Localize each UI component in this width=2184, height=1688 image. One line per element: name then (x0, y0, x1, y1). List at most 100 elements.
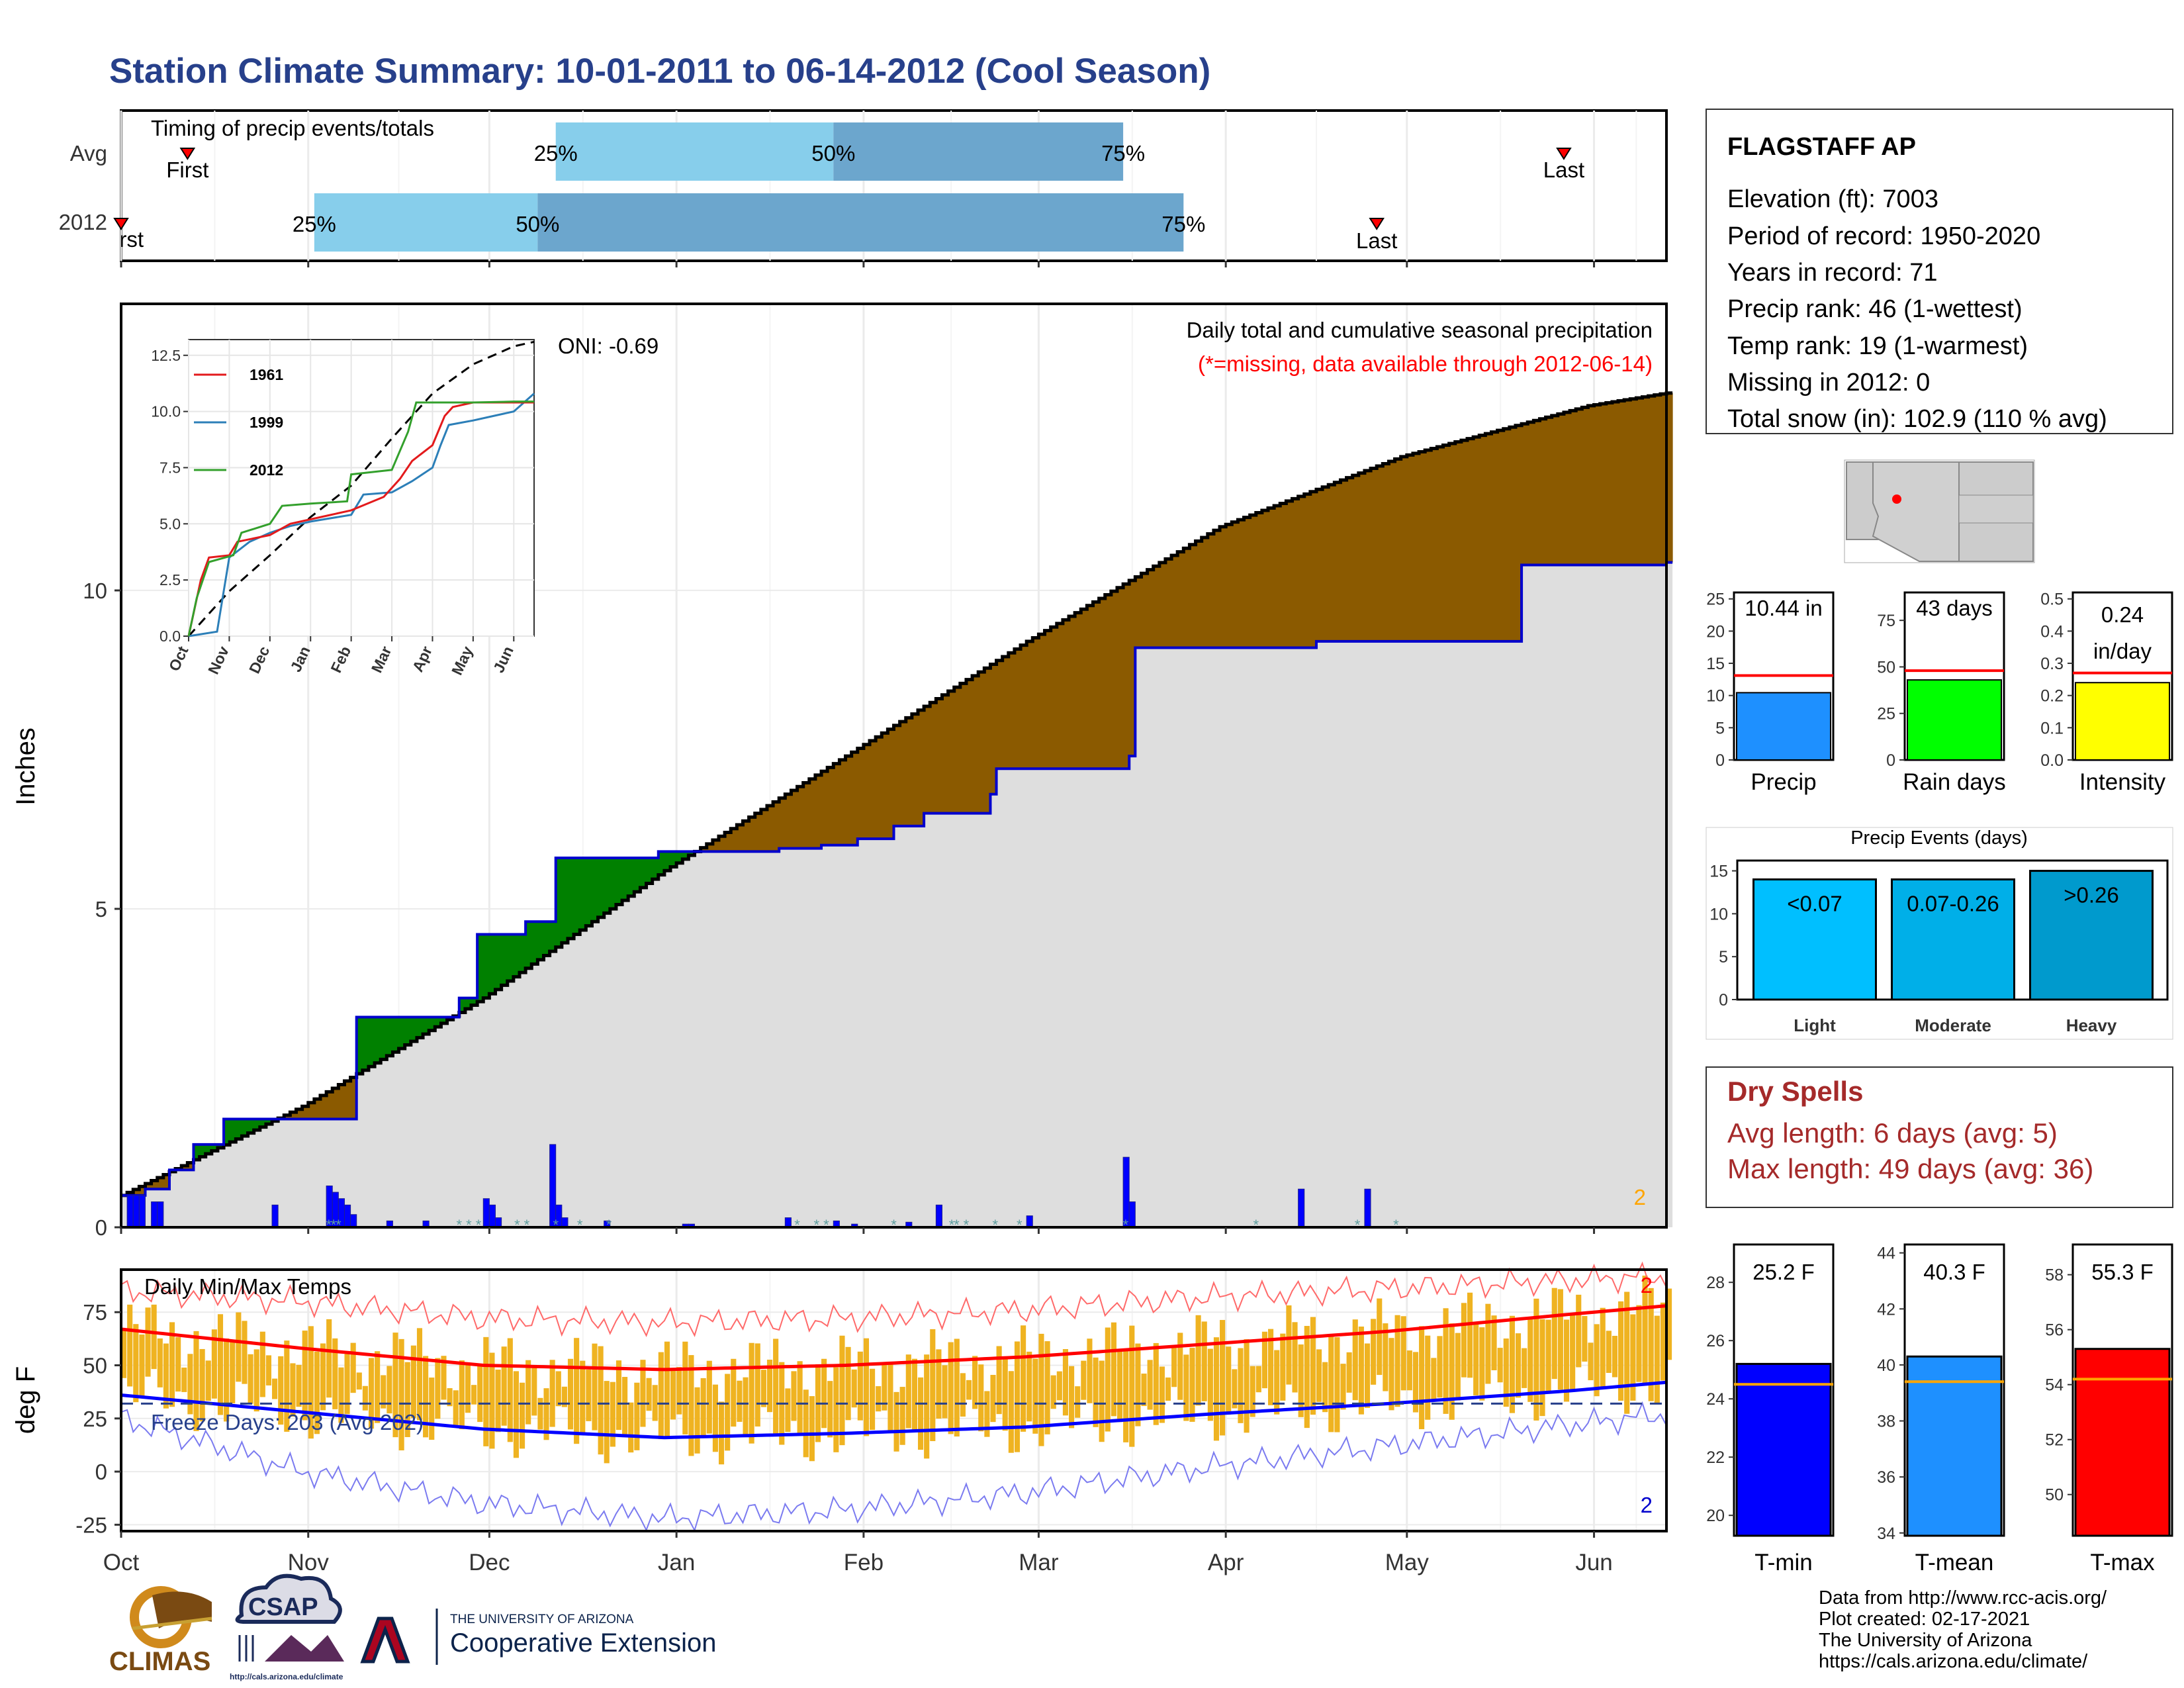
daily-precip-bar (935, 1204, 942, 1228)
daily-temp-bar (1093, 1357, 1099, 1427)
year-bar-50-75 (537, 193, 1184, 252)
daily-temp-bar (1268, 1329, 1274, 1405)
daily-temp-bar (658, 1352, 664, 1440)
credit-url: https://cals.arizona.edu/climate/ (1819, 1651, 2088, 1672)
tbar-ytick-label: 20 (1706, 1507, 1725, 1525)
mini-bar-rain-days: 0 25 50 75 Rain days 43 days (1877, 591, 2006, 795)
daily-temp-bar (362, 1385, 368, 1411)
mini-ytick-label: 0.5 (2040, 590, 2064, 609)
daily-temp-bar (972, 1356, 978, 1409)
daily-temp-bar (984, 1391, 990, 1437)
daily-temp-bar (356, 1372, 362, 1390)
daily-temp-bar (930, 1329, 936, 1442)
missing-asterisk: * (794, 1217, 800, 1233)
avg-first-marker (179, 148, 196, 160)
mini-value-text: 43 days (1916, 596, 1993, 620)
mini-bar-label: Intensity (2079, 769, 2166, 795)
missing-asterisk: * (476, 1217, 482, 1233)
record-min-line (120, 1401, 1667, 1532)
tbar-label: T-mean (1915, 1550, 1994, 1575)
daily-precip-bar (495, 1217, 502, 1228)
daily-temp-bar (978, 1364, 984, 1432)
daily-temp-bar (398, 1338, 404, 1451)
daily-temp-bar (1135, 1343, 1141, 1427)
daily-temp-bar (996, 1346, 1002, 1415)
daily-temp-bar (1220, 1320, 1226, 1436)
daily-temp-bar (501, 1346, 507, 1426)
tbar-ytick-label: 58 (2045, 1266, 2064, 1285)
daily-temp-bar (905, 1354, 911, 1429)
missing-asterisk: * (606, 1217, 612, 1233)
tbar-ytick-label: 28 (1706, 1274, 1725, 1292)
daily-temp-bar (803, 1389, 809, 1458)
tbar-value-text: 55.3 F (2091, 1260, 2154, 1284)
daily-temp-bar (471, 1385, 477, 1405)
daily-temp-bar (326, 1319, 332, 1398)
daily-temp-bar (1582, 1316, 1588, 1362)
inset-ytick-label: 12.5 (151, 347, 181, 364)
tbar-ytick-label: 54 (2045, 1376, 2064, 1395)
daily-temp-bar (1304, 1326, 1310, 1429)
daily-temp-bar (688, 1355, 694, 1456)
daily-temp-bar (1545, 1319, 1551, 1392)
daily-temp-bar (1165, 1377, 1171, 1401)
csap-logo: CSAP http://cals.arizona.edu/climate (230, 1573, 344, 1681)
year-first-marker (113, 218, 129, 230)
event-bar (1752, 878, 1877, 1001)
credit-university: The University of Arizona (1819, 1630, 2032, 1651)
daily-temp-bar (296, 1364, 302, 1407)
daily-temp-bar (1394, 1315, 1400, 1407)
climas-wordmark: CLIMAS (109, 1647, 210, 1676)
mini-value-text: 0.24 (2101, 602, 2144, 627)
daily-temp-bar (1226, 1346, 1232, 1415)
daily-temp-bar (205, 1360, 211, 1401)
avg-bar-50-75 (833, 122, 1124, 181)
daily-temp-bar (567, 1358, 574, 1430)
below-average-fill (127, 393, 1673, 1196)
daily-temp-bar (1298, 1344, 1304, 1417)
precip-ytick-label: 10 (83, 579, 107, 603)
daily-temp-bar (1111, 1322, 1116, 1417)
daily-temp-bar (845, 1346, 851, 1421)
daily-temp-bar (507, 1338, 513, 1442)
daily-temp-bar (495, 1370, 501, 1432)
daily-temp-bar (302, 1331, 308, 1421)
tbar-ytick-label: 26 (1706, 1332, 1725, 1350)
mini-ytick-label: 0 (1886, 751, 1895, 770)
above-average-fill (169, 851, 702, 1172)
daily-temp-bar (911, 1358, 917, 1430)
tbar-value-text: 25.2 F (1752, 1260, 1815, 1284)
daily-temp-bar (1491, 1315, 1497, 1371)
mini-ytick-label: 0.4 (2040, 622, 2064, 641)
temp-ylabel: deg F (11, 1366, 40, 1434)
daily-temp-bar (375, 1351, 381, 1423)
daily-temp-bar (615, 1360, 622, 1430)
daily-precip-bar (1298, 1188, 1305, 1228)
daily-temp-bar (610, 1382, 615, 1447)
temp-ytick-label: -25 (75, 1513, 107, 1537)
daily-temp-bar (1244, 1339, 1250, 1433)
daily-temp-bar (320, 1343, 326, 1411)
info-years: Years in record: 71 (1727, 259, 1938, 287)
daily-temp-bar (1310, 1317, 1316, 1415)
daily-temp-bar (743, 1377, 749, 1437)
tbar-ytick-label: 44 (1877, 1244, 1895, 1263)
daily-temp-bar (899, 1387, 905, 1445)
mini-ytick-label: 25 (1706, 590, 1725, 609)
month-tick-label: Mar (1019, 1550, 1059, 1575)
daily-temp-bar (706, 1360, 712, 1434)
daily-temp-bar (592, 1343, 598, 1430)
daily-temp-bar (924, 1354, 930, 1459)
daily-temp-bar (1032, 1358, 1038, 1434)
inset-ytick-label: 10.0 (151, 403, 181, 420)
daily-temp-bar (827, 1381, 833, 1438)
daily-temp-bar (773, 1338, 779, 1435)
daily-temp-bar (1437, 1336, 1443, 1398)
avg-first-label: First (166, 158, 208, 182)
event-bar-text: 0.07-0.26 (1907, 892, 1999, 916)
temp-bar-tmax: 50 52 54 56 58 55.3 F T-max (2045, 1243, 2173, 1575)
mini-ytick-label: 5 (1715, 719, 1725, 737)
daily-temp-bar (1050, 1375, 1056, 1409)
